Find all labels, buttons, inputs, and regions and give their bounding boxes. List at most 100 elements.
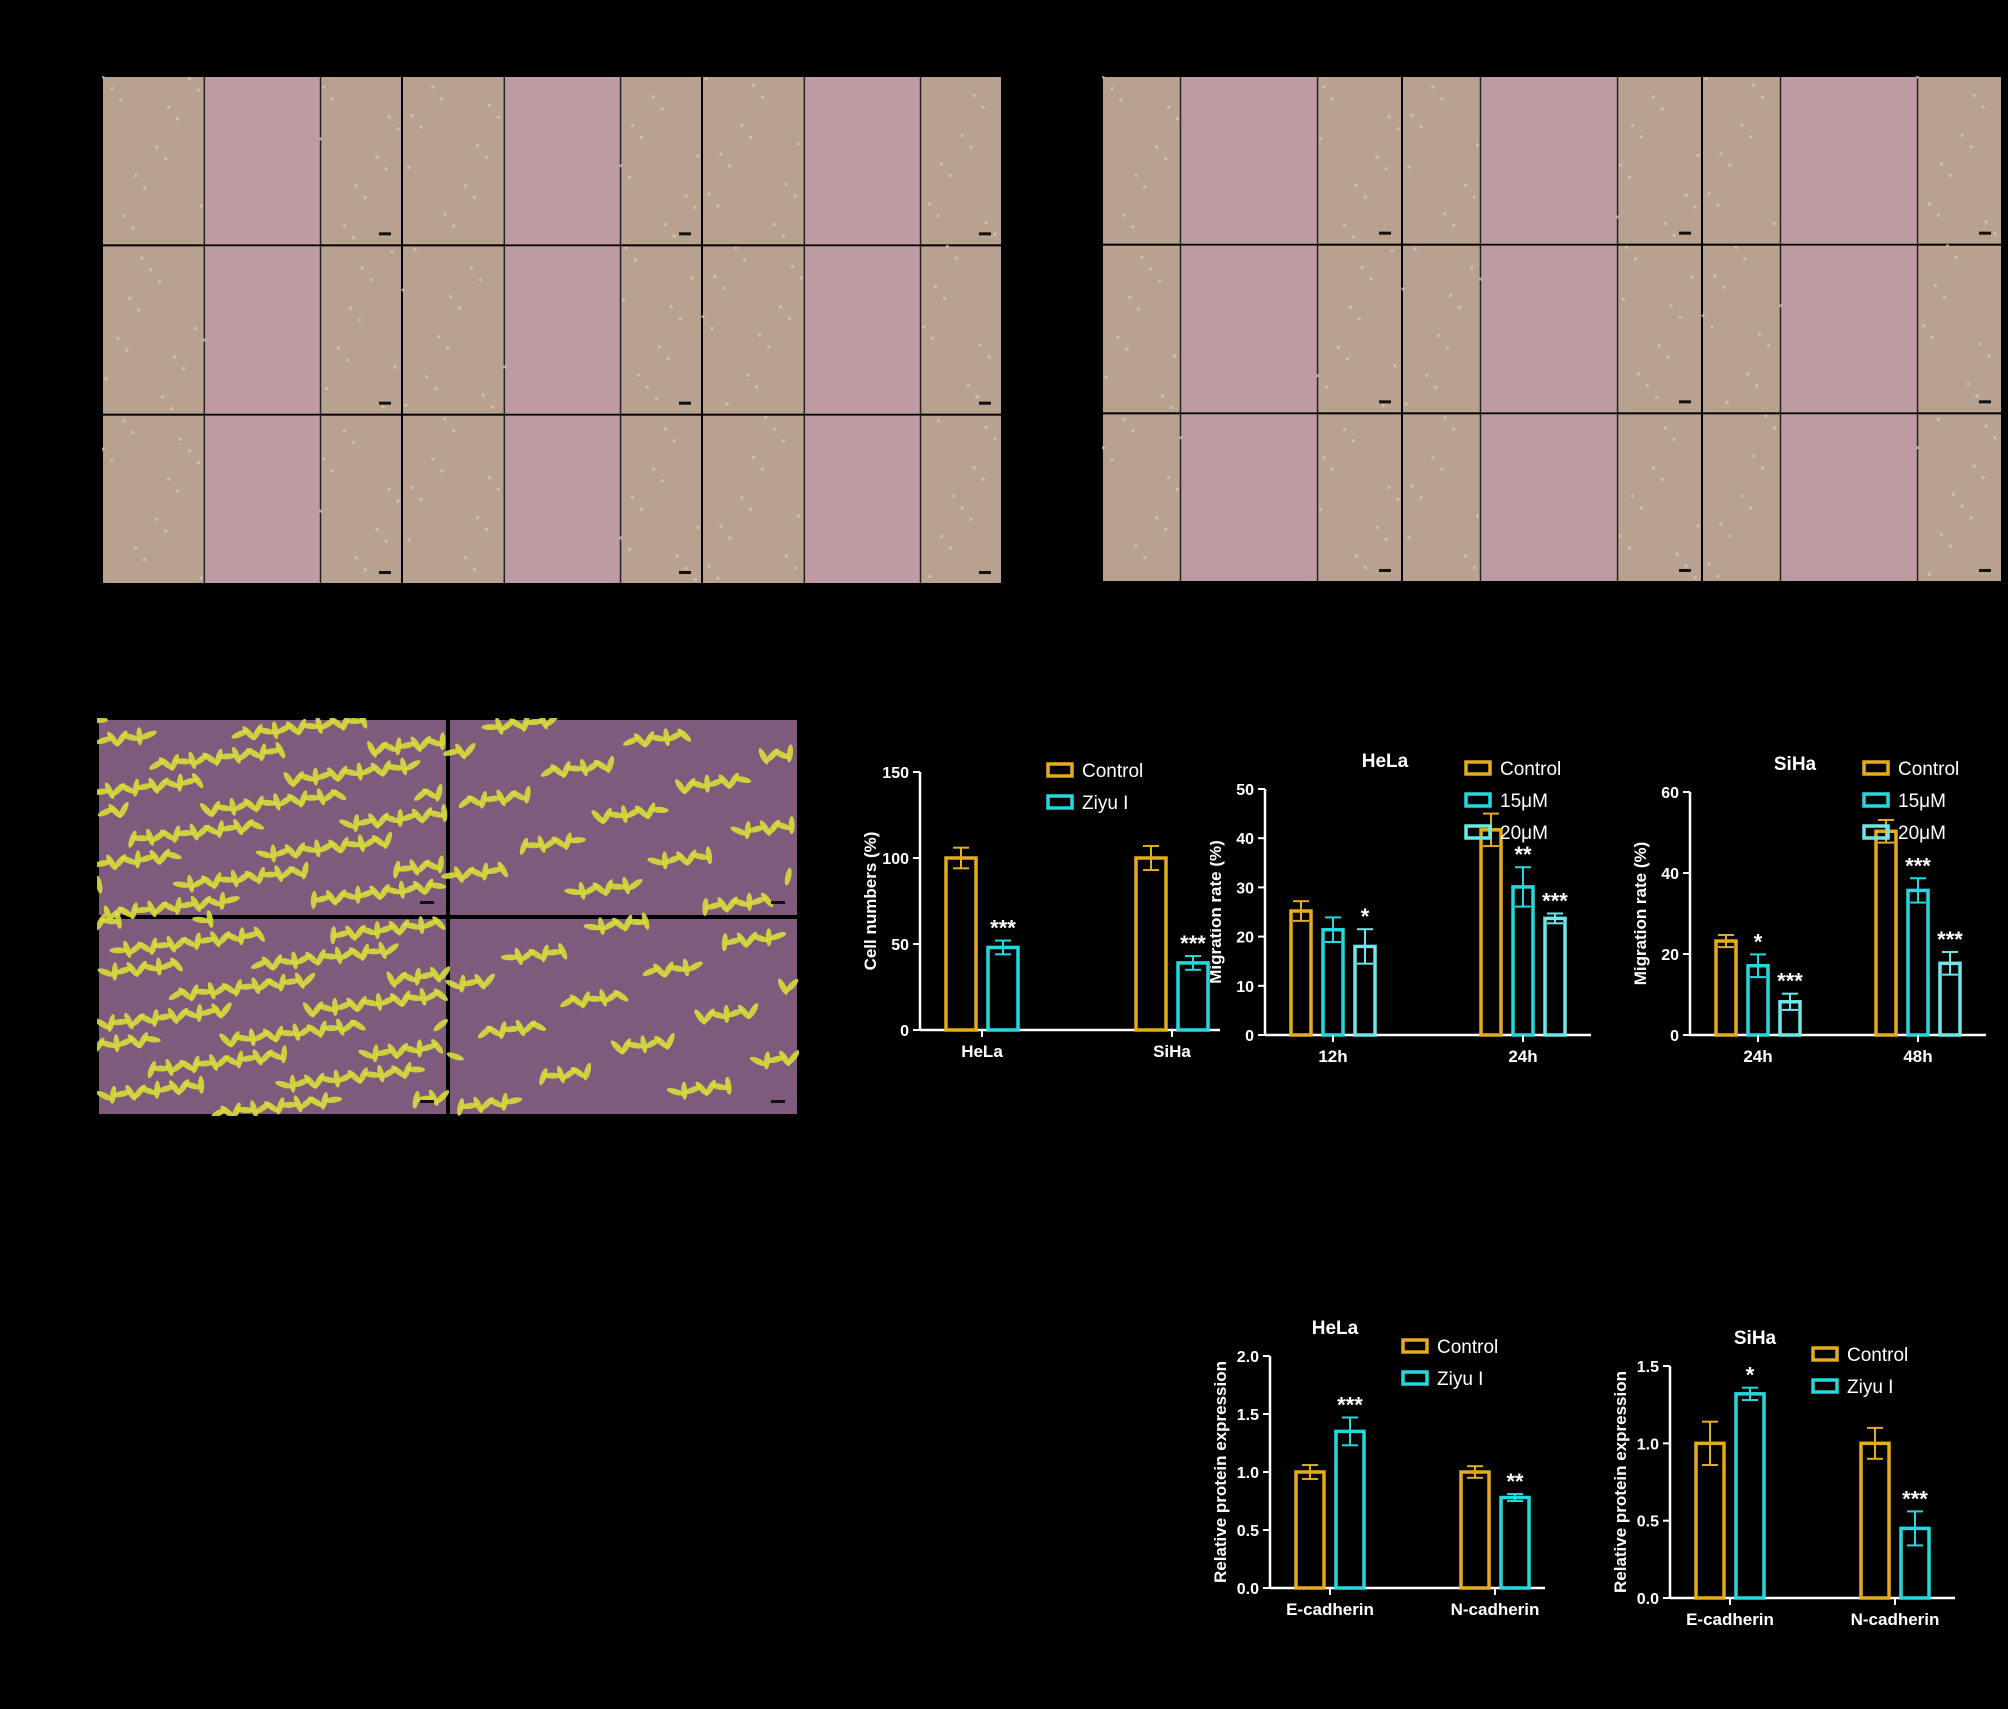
- scale-bar: [679, 401, 691, 405]
- bar: [1543, 916, 1567, 1037]
- significance-label: *: [1754, 929, 1763, 954]
- transwell-tile: [441, 712, 797, 916]
- scale-bar: [1679, 231, 1691, 235]
- micrograph-tile: [1103, 245, 1401, 413]
- y-axis-label: Migration rate (%): [1210, 840, 1225, 984]
- legend-label: 20μM: [1898, 823, 1946, 844]
- y-tick-label: 50: [1236, 782, 1254, 799]
- bar: [1321, 927, 1345, 1037]
- y-tick-label: 20: [1236, 930, 1254, 947]
- y-tick-label: 40: [1236, 831, 1254, 848]
- legend-swatch: [1401, 1370, 1429, 1386]
- micrograph-tile: [103, 246, 401, 414]
- siha-migration-chart: SiHa Migration rate (%) 0 20 40 60 * *** 24h *** *…: [1610, 750, 2008, 1080]
- x-tick-label: N-cadherin: [1851, 1610, 1940, 1629]
- scale-bar: [379, 401, 391, 405]
- legend-swatch: [1862, 824, 1890, 840]
- bar: [944, 856, 978, 1032]
- bar: [1694, 1441, 1726, 1600]
- siha-protein-svg: SiHa Relative protein expression 0.0 0.5 1.0…: [1611, 1328, 1955, 1629]
- legend-label: Control: [1898, 759, 1959, 780]
- bar: [1176, 961, 1210, 1032]
- legend-label: Ziyu I: [1437, 1369, 1483, 1390]
- wound-healing-images-b: [1101, 75, 2002, 582]
- legend-label: Control: [1082, 761, 1143, 782]
- chart-title: HeLa: [1362, 751, 1409, 772]
- legend-swatch: [1811, 1346, 1839, 1362]
- significance-label: **: [1514, 842, 1532, 867]
- y-tick-label: 40: [1661, 866, 1679, 883]
- x-tick-label: E-cadherin: [1286, 1600, 1374, 1619]
- micrograph-tile: [1703, 75, 2001, 244]
- chart-title: SiHa: [1734, 1328, 1777, 1349]
- significance-label: *: [1746, 1363, 1755, 1388]
- x-tick-label: N-cadherin: [1451, 1600, 1540, 1619]
- significance-label: ***: [1337, 1392, 1363, 1417]
- micrograph-tile: [1101, 75, 1401, 244]
- legend-swatch: [1862, 760, 1890, 776]
- bar: [1511, 885, 1535, 1037]
- x-tick-label: 48h: [1903, 1047, 1932, 1066]
- scale-bar: [420, 1100, 434, 1103]
- y-tick-label: 30: [1236, 880, 1254, 897]
- scale-bar: [979, 571, 991, 574]
- bar: [1859, 1441, 1891, 1600]
- scale-bar: [379, 232, 391, 236]
- bar: [1479, 828, 1503, 1037]
- legend-label: Control: [1847, 1345, 1908, 1366]
- x-tick-label: HeLa: [961, 1042, 1003, 1061]
- scale-bar: [1379, 400, 1391, 404]
- legend-swatch: [1464, 824, 1492, 840]
- transwell-tile: [445, 912, 800, 1116]
- bar: [1499, 1495, 1531, 1590]
- chart-title: HeLa: [1312, 1318, 1359, 1339]
- legend-swatch: [1464, 760, 1492, 776]
- transwell-tile: [93, 910, 451, 1120]
- hela-migration-chart: HeLa Migration rate (%) 0 10 20 30 40 50 * 12h ** *…: [1206, 750, 1610, 1080]
- significance-label: ***: [1902, 1486, 1928, 1511]
- y-tick-label: 150: [882, 765, 909, 782]
- scale-bar: [679, 571, 691, 574]
- bar: [1134, 856, 1168, 1032]
- bar: [1294, 1470, 1326, 1590]
- y-tick-label: 1.0: [1237, 1465, 1259, 1482]
- significance-label: ***: [1180, 931, 1206, 956]
- bar: [1289, 909, 1313, 1037]
- bar: [986, 945, 1020, 1032]
- micrograph-tile: [1101, 414, 1401, 581]
- y-tick-label: 0.5: [1237, 1523, 1259, 1540]
- wound-healing-grid-b: [1101, 75, 2002, 582]
- scale-bar: [1679, 400, 1691, 404]
- cell-numbers-chart: Cell numbers (%) 0 50 100 150 *** HeLa *** SiHa C…: [800, 750, 1234, 1080]
- hela-protein-chart: HeLa Relative protein expression 0.0 0.5 1.0…: [1185, 1295, 1555, 1635]
- legend-label: 15μM: [1500, 791, 1548, 812]
- scale-bar: [979, 401, 991, 405]
- significance-label: **: [1506, 1469, 1524, 1494]
- x-tick-label: SiHa: [1153, 1042, 1191, 1061]
- micrograph-tile: [1403, 414, 1701, 581]
- micrograph-tile: [101, 415, 401, 583]
- wound-healing-grid-a: [101, 75, 1002, 584]
- significance-label: *: [1361, 904, 1370, 929]
- micrograph-tile: [703, 415, 1001, 583]
- y-tick-label: 0.0: [1237, 1581, 1259, 1598]
- scale-bar: [420, 901, 434, 904]
- bar: [1334, 1429, 1366, 1590]
- micrograph-tile: [403, 77, 701, 245]
- y-tick-label: 1.0: [1637, 1436, 1659, 1453]
- legend-swatch: [1046, 762, 1074, 778]
- scale-bar: [771, 1100, 785, 1103]
- significance-label: ***: [1777, 969, 1803, 994]
- x-tick-label: 12h: [1318, 1047, 1347, 1066]
- y-tick-label: 2.0: [1237, 1349, 1259, 1366]
- y-tick-label: 60: [1661, 785, 1679, 802]
- y-axis-label: Relative protein expression: [1611, 1371, 1630, 1593]
- legend-label: Control: [1437, 1337, 1498, 1358]
- legend-swatch: [1811, 1378, 1839, 1394]
- siha-protein-chart: SiHa Relative protein expression 0.0 0.5 1.0…: [1595, 1300, 1975, 1640]
- y-tick-label: 0: [1670, 1028, 1679, 1045]
- legend-swatch: [1046, 794, 1074, 810]
- bar: [1874, 829, 1898, 1037]
- bar: [1714, 939, 1738, 1037]
